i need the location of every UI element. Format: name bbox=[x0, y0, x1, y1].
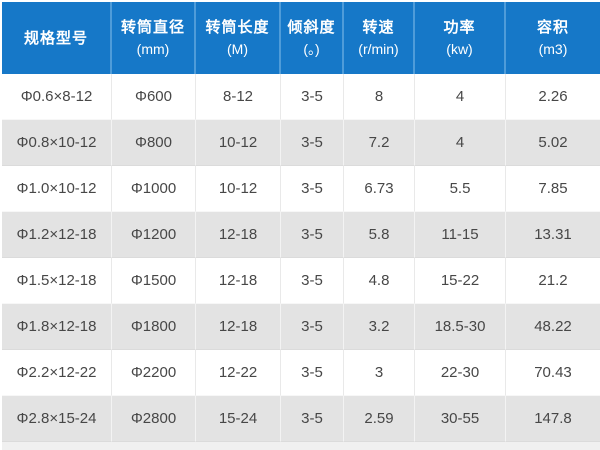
table-cell: 12-18 bbox=[196, 304, 281, 350]
table-cell: Φ1.8×12-18 bbox=[2, 304, 112, 350]
table-cell: 22-30 bbox=[415, 350, 506, 396]
column-header-title: 转筒长度 bbox=[205, 19, 270, 36]
column-header-2: 转筒长度 (M) bbox=[196, 2, 281, 74]
column-header-unit: (。) bbox=[303, 41, 320, 57]
table-cell: Φ1.2×12-18 bbox=[2, 212, 112, 258]
table-cell: 3-5 bbox=[281, 350, 344, 396]
table-cell: 3-5 bbox=[281, 396, 344, 442]
column-header-unit: (kw) bbox=[446, 41, 473, 57]
table-cell: 4 bbox=[415, 120, 506, 166]
table-row: Φ2.2×12-22 Φ2200 12-22 3-5 3 22-30 70.43 bbox=[2, 350, 600, 396]
table-cell: 15-24 bbox=[196, 396, 281, 442]
column-header-unit: (mm) bbox=[136, 41, 170, 57]
table-cell: 147.8 bbox=[506, 396, 600, 442]
table-cell: 2.26 bbox=[506, 74, 600, 120]
column-header-3: 倾斜度 (。) bbox=[281, 2, 344, 74]
table-cell: 4 bbox=[415, 74, 506, 120]
footer-strip bbox=[2, 442, 600, 450]
table-cell: Φ1.0×10-12 bbox=[2, 166, 112, 212]
table-cell: Φ1500 bbox=[112, 258, 196, 304]
table-cell: 48.22 bbox=[506, 304, 600, 350]
table-cell: 3-5 bbox=[281, 120, 344, 166]
table-row: Φ0.8×10-12 Φ800 10-12 3-5 7.2 4 5.02 bbox=[2, 120, 600, 166]
table-cell: 7.2 bbox=[344, 120, 415, 166]
table-cell: 18.5-30 bbox=[415, 304, 506, 350]
table-cell: 3-5 bbox=[281, 74, 344, 120]
column-header-6: 容积 (m3) bbox=[506, 2, 600, 74]
table-row: Φ2.8×15-24 Φ2800 15-24 3-5 2.59 30-55 147.8 bbox=[2, 396, 600, 442]
table-cell: 5.5 bbox=[415, 166, 506, 212]
table-cell: 2.59 bbox=[344, 396, 415, 442]
column-header-title: 规格型号 bbox=[23, 29, 88, 47]
column-header-title: 容积 bbox=[536, 19, 569, 36]
table-cell: 6.73 bbox=[344, 166, 415, 212]
table-cell: 21.2 bbox=[506, 258, 600, 304]
column-header-title: 功率 bbox=[443, 19, 476, 36]
table-cell: 3-5 bbox=[281, 166, 344, 212]
table-cell: Φ800 bbox=[112, 120, 196, 166]
table-cell: Φ0.8×10-12 bbox=[2, 120, 112, 166]
table-cell: Φ2.2×12-22 bbox=[2, 350, 112, 396]
table-cell: Φ1.5×12-18 bbox=[2, 258, 112, 304]
table-cell: 5.8 bbox=[344, 212, 415, 258]
column-header-4: 转速 (r/min) bbox=[344, 2, 415, 74]
table-cell: 10-12 bbox=[196, 120, 281, 166]
column-header-title: 转速 bbox=[362, 19, 395, 36]
table-cell: 3-5 bbox=[281, 212, 344, 258]
table-cell: Φ2800 bbox=[112, 396, 196, 442]
table-cell: 70.43 bbox=[506, 350, 600, 396]
table-cell: 3-5 bbox=[281, 304, 344, 350]
table-body: Φ0.6×8-12 Φ600 8-12 3-5 8 4 2.26 Φ0.8×10-12 Φ800… bbox=[2, 74, 600, 442]
table-cell: 12-18 bbox=[196, 258, 281, 304]
table-header-row: 规格型号 转筒直径 (mm) 转筒长度 (M) 倾斜度 (。) 转速 (r/min) 功率 (kw)… bbox=[2, 2, 600, 74]
table-row: Φ1.0×10-12 Φ1000 10-12 3-5 6.73 5.5 7.85 bbox=[2, 166, 600, 212]
table-cell: 15-22 bbox=[415, 258, 506, 304]
table-cell: 13.31 bbox=[506, 212, 600, 258]
table-cell: 30-55 bbox=[415, 396, 506, 442]
column-header-unit: (m3) bbox=[538, 41, 568, 57]
table-row: Φ0.6×8-12 Φ600 8-12 3-5 8 4 2.26 bbox=[2, 74, 600, 120]
table-cell: 4.8 bbox=[344, 258, 415, 304]
table-cell: 7.85 bbox=[506, 166, 600, 212]
column-header-title: 转筒直径 bbox=[120, 19, 185, 36]
table-cell: 3-5 bbox=[281, 258, 344, 304]
table-row: Φ1.2×12-18 Φ1200 12-18 3-5 5.8 11-15 13.31 bbox=[2, 212, 600, 258]
column-header-unit: (M) bbox=[227, 41, 248, 57]
column-header-1: 转筒直径 (mm) bbox=[112, 2, 196, 74]
table-row: Φ1.8×12-18 Φ1800 12-18 3-5 3.2 18.5-30 48.22 bbox=[2, 304, 600, 350]
table-cell: 12-18 bbox=[196, 212, 281, 258]
table-cell: 3 bbox=[344, 350, 415, 396]
table-row: Φ1.5×12-18 Φ1500 12-18 3-5 4.8 15-22 21.2 bbox=[2, 258, 600, 304]
table-cell: Φ2200 bbox=[112, 350, 196, 396]
table-cell: 3.2 bbox=[344, 304, 415, 350]
table-cell: 8-12 bbox=[196, 74, 281, 120]
table-cell: Φ1000 bbox=[112, 166, 196, 212]
column-header-5: 功率 (kw) bbox=[415, 2, 506, 74]
column-header-unit: (r/min) bbox=[358, 41, 399, 57]
table-cell: Φ600 bbox=[112, 74, 196, 120]
table-cell: 5.02 bbox=[506, 120, 600, 166]
table-cell: Φ2.8×15-24 bbox=[2, 396, 112, 442]
table-cell: 12-22 bbox=[196, 350, 281, 396]
table-cell: 8 bbox=[344, 74, 415, 120]
table-cell: 11-15 bbox=[415, 212, 506, 258]
table-cell: 10-12 bbox=[196, 166, 281, 212]
table-cell: Φ1200 bbox=[112, 212, 196, 258]
column-header-0: 规格型号 bbox=[2, 2, 112, 74]
table-cell: Φ0.6×8-12 bbox=[2, 74, 112, 120]
table-cell: Φ1800 bbox=[112, 304, 196, 350]
column-header-title: 倾斜度 bbox=[287, 19, 336, 36]
